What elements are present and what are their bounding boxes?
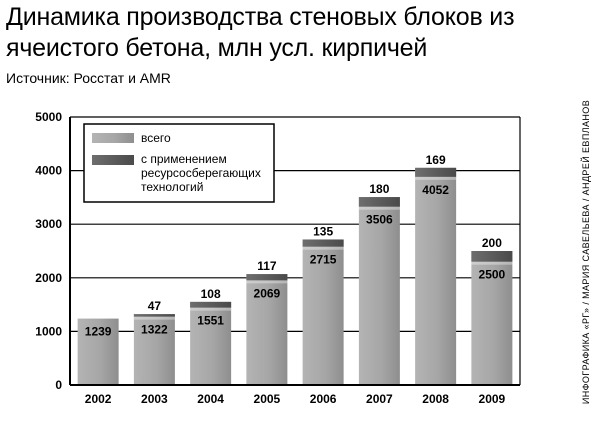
- y-tick-label: 2000: [35, 271, 62, 285]
- y-tick-label: 5000: [35, 110, 62, 124]
- legend-swatch-resource-saving: [92, 155, 134, 165]
- data-label-resource-saving: 117: [257, 259, 277, 273]
- data-label-total: 4052: [422, 183, 449, 197]
- data-label-total: 2069: [254, 286, 281, 300]
- data-label-resource-saving: 200: [482, 236, 502, 250]
- bar-total: [77, 318, 119, 385]
- data-label-total: 1322: [141, 323, 168, 337]
- source-note: Источник: Росстат и AMR: [6, 70, 171, 86]
- legend-label-resource-saving: с применением ресурсосберегающих техноло…: [141, 152, 264, 194]
- bar-resource-saving: [302, 239, 344, 247]
- legend-label-line-3: технологий: [141, 180, 203, 194]
- axes: 0 1000 2000 3000 4000 5000 2002 2003 2004 2005 200…: [35, 110, 521, 406]
- legend-label-line-2: ресурсосберегающих: [141, 166, 261, 180]
- x-tick-label: 2008: [422, 392, 449, 406]
- legend: всего с применением ресурсосберегающих т…: [83, 123, 275, 203]
- data-label-total: 1239: [85, 325, 112, 339]
- legend-label-line-1: с применением: [141, 152, 227, 166]
- bar-resource-saving: [471, 251, 513, 262]
- y-tick-label: 1000: [35, 324, 62, 338]
- data-label-resource-saving: 180: [369, 182, 389, 196]
- bar-total: [302, 239, 344, 385]
- data-label-total: 1551: [197, 314, 224, 328]
- data-label-total: 3506: [366, 213, 393, 227]
- y-tick-label: 0: [55, 378, 62, 392]
- legend-label-total: всего: [141, 131, 171, 145]
- bar-total: [133, 314, 175, 385]
- data-label-total: 2500: [479, 268, 506, 282]
- bar-cap-highlight: [246, 280, 288, 284]
- data-label-resource-saving: 47: [148, 299, 162, 313]
- bars: 1239 47 1322 108 1551 117 2069 135 2715 180 3506 16…: [77, 153, 513, 385]
- bar-total: [471, 251, 513, 385]
- bar-cap-highlight: [415, 176, 457, 180]
- data-label-resource-saving: 169: [426, 153, 446, 167]
- data-label-resource-saving: 108: [201, 287, 221, 301]
- bar-total: [190, 301, 232, 385]
- bar-cap-highlight: [471, 261, 513, 265]
- bar-resource-saving: [190, 301, 232, 308]
- x-tick-label: 2003: [141, 392, 168, 406]
- x-tick-label: 2005: [254, 392, 281, 406]
- y-tick-label: 3000: [35, 217, 62, 231]
- bar-total: [246, 274, 288, 385]
- bar-cap-highlight: [133, 316, 175, 320]
- bar-resource-saving: [246, 274, 288, 281]
- bar-total: [415, 167, 457, 385]
- x-tick-label: 2004: [197, 392, 224, 406]
- x-tick-label: 2007: [366, 392, 393, 406]
- x-tick-label: 2009: [479, 392, 506, 406]
- data-label-total: 2715: [310, 253, 337, 267]
- bar-cap-highlight: [190, 307, 232, 311]
- x-tick-label: 2002: [85, 392, 112, 406]
- bar-cap-highlight: [302, 246, 344, 250]
- bar-total: [358, 197, 400, 385]
- bar-resource-saving: [358, 197, 400, 207]
- bar-resource-saving: [415, 167, 457, 177]
- x-tick-label: 2006: [310, 392, 337, 406]
- bar-resource-saving: [133, 314, 175, 317]
- chart-title: Динамика производства стеновых блоков из…: [6, 3, 515, 62]
- data-label-resource-saving: 135: [313, 224, 333, 238]
- y-tick-label: 4000: [35, 164, 62, 178]
- legend-swatch-total: [92, 133, 134, 143]
- bar-cap-highlight: [358, 206, 400, 210]
